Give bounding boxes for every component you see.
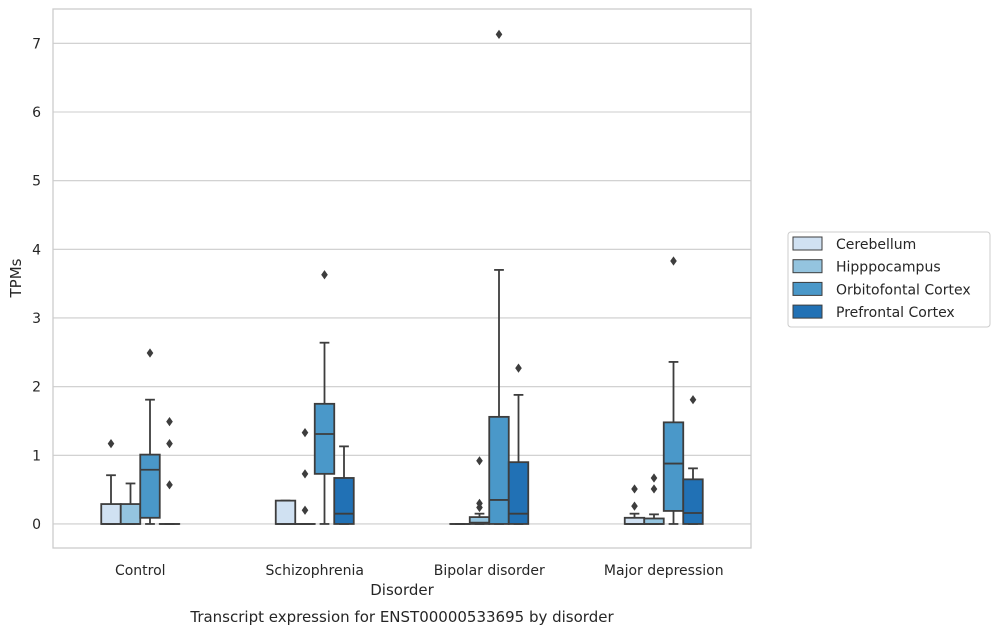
box-hipppocampus-major-depression [643, 473, 665, 525]
y-tick-label: 1 [32, 448, 41, 464]
box-body [662, 421, 685, 512]
y-axis-label: TPMs [7, 258, 25, 298]
box-hipppocampus-schizophrenia [294, 428, 316, 525]
box-body [333, 477, 355, 525]
outlier-point [321, 270, 328, 280]
y-tick-label: 5 [32, 174, 41, 190]
y-tick-label: 2 [32, 380, 41, 396]
x-tick-label-major-depression: Major depression [604, 563, 724, 579]
plot-area [53, 9, 751, 548]
box-cerebellum-major-depression [623, 484, 646, 525]
box-body [100, 503, 122, 525]
outlier-point [476, 456, 483, 466]
outlier-point [515, 363, 522, 373]
box-prefrontal-cortex-bipolar-disorder [507, 363, 530, 525]
box-prefrontal-cortex-control [158, 417, 181, 525]
x-tick-label-control: Control [115, 563, 166, 579]
legend-swatch-orbitofontal-cortex [792, 281, 823, 296]
outlier-point [146, 348, 154, 358]
outlier-point [476, 498, 483, 508]
legend-swatch-hipppocampus [792, 259, 823, 274]
legend-label-cerebellum: Cerebellum [836, 237, 916, 253]
legend-frame [787, 231, 991, 328]
box-hipppocampus-control [119, 482, 142, 525]
x-axis-label: Disorder [370, 581, 434, 599]
box-body [488, 415, 510, 525]
y-tick-label: 6 [32, 105, 41, 121]
legend-label-orbitofontal-cortex: Orbitofontal Cortex [836, 282, 971, 298]
y-tick-label: 4 [32, 242, 41, 258]
outlier-point [650, 484, 658, 494]
y-tick-label: 7 [32, 36, 41, 52]
box-body [274, 499, 297, 525]
outlier-point [166, 439, 173, 449]
outlier-point [301, 428, 309, 438]
outlier-point [301, 469, 309, 479]
box-orbitofontal-cortex-schizophrenia [313, 270, 336, 525]
legend: Cerebellum Hipppocampus Orbitofontal Corte… [787, 231, 991, 328]
box-body [623, 516, 646, 525]
x-tick-label-schizophrenia: Schizophrenia [266, 563, 364, 579]
outlier-point [301, 505, 309, 515]
x-tick-labels: Control Schizophrenia Bipolar disorder Majo… [115, 563, 724, 579]
outlier-point [495, 29, 503, 40]
chart-caption: Transcript expression for ENST0000053369… [189, 608, 614, 626]
box-orbitofontal-cortex-major-depression [662, 256, 685, 525]
y-tick-label: 0 [32, 517, 41, 533]
box-prefrontal-cortex-major-depression [682, 395, 704, 525]
outlier-point [107, 439, 115, 449]
box-cerebellum-schizophrenia [274, 499, 297, 525]
y-tick-label: 3 [32, 311, 41, 327]
plot-frame [52, 8, 752, 549]
legend-swatch-prefrontal-cortex [792, 304, 823, 319]
outlier-point [631, 501, 638, 511]
outlier-point [670, 256, 677, 266]
box-prefrontal-cortex-schizophrenia [333, 445, 355, 525]
outlier-point [650, 473, 658, 483]
outlier-point [166, 417, 173, 427]
x-tick-label-bipolar-disorder: Bipolar disorder [434, 563, 545, 579]
y-tick-labels: 0 1 2 3 4 5 6 7 [32, 36, 41, 533]
legend-label-prefrontal-cortex: Prefrontal Cortex [836, 305, 955, 321]
box-body [139, 453, 161, 519]
box-orbitofontal-cortex-control [139, 348, 161, 525]
box-body [507, 461, 530, 525]
outlier-point [689, 395, 697, 405]
legend-swatch-cerebellum [792, 236, 823, 251]
box-groups [100, 29, 704, 525]
legend-label-hipppocampus: Hipppocampus [836, 260, 941, 276]
outlier-point [166, 480, 173, 490]
box-body [682, 478, 704, 525]
box-cerebellum-control [100, 439, 122, 525]
outlier-point [631, 484, 638, 494]
box-body [313, 402, 336, 475]
box-body [119, 503, 142, 525]
